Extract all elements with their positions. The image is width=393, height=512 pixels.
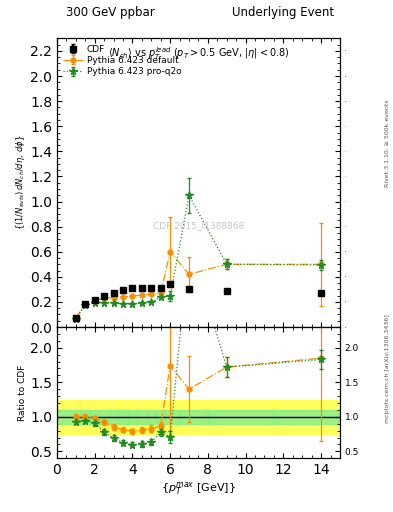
Bar <box>147 399 156 434</box>
Bar <box>165 410 180 424</box>
Bar <box>137 399 147 434</box>
Bar <box>81 399 90 434</box>
Text: CDF 2015_I1388868: CDF 2015_I1388868 <box>153 222 244 230</box>
Bar <box>156 399 165 434</box>
Y-axis label: Ratio to CDF: Ratio to CDF <box>18 365 28 421</box>
Text: Underlying Event: Underlying Event <box>232 7 334 19</box>
Bar <box>137 410 147 424</box>
Bar <box>118 410 128 424</box>
Bar <box>57 399 81 434</box>
Bar <box>208 399 274 434</box>
Text: mcplots.cern.ch [arXiv:1306.3436]: mcplots.cern.ch [arXiv:1306.3436] <box>385 314 390 423</box>
Bar <box>208 410 274 424</box>
Text: Rivet 3.1.10, ≥ 500k events: Rivet 3.1.10, ≥ 500k events <box>385 99 390 187</box>
Bar <box>109 399 118 434</box>
Text: $\langle N_{ch}\rangle$ vs $p_T^{lead}$ ($p_T > 0.5$ GeV, $|\eta| < 0.8$): $\langle N_{ch}\rangle$ vs $p_T^{lead}$ … <box>108 46 289 62</box>
Bar <box>109 410 118 424</box>
Y-axis label: $\{(1/N_{evts})\,dN_{ch}/d\eta,\,d\phi\}$: $\{(1/N_{evts})\,dN_{ch}/d\eta,\,d\phi\}… <box>14 135 27 230</box>
X-axis label: $\{p_T^{max}$ [GeV]$\}$: $\{p_T^{max}$ [GeV]$\}$ <box>161 480 236 497</box>
Bar <box>156 410 165 424</box>
Bar <box>165 399 180 434</box>
Bar <box>99 410 109 424</box>
Bar <box>274 410 340 424</box>
Bar <box>128 410 137 424</box>
Bar <box>147 410 156 424</box>
Bar <box>90 399 99 434</box>
Bar <box>81 410 90 424</box>
Bar <box>180 399 208 434</box>
Bar <box>128 399 137 434</box>
Bar <box>99 399 109 434</box>
Bar <box>118 399 128 434</box>
Bar <box>180 410 208 424</box>
Bar <box>57 410 81 424</box>
Legend: CDF, Pythia 6.423 default, Pythia 6.423 pro-q2o: CDF, Pythia 6.423 default, Pythia 6.423 … <box>61 43 183 78</box>
Bar <box>90 410 99 424</box>
Text: 300 GeV ppbar: 300 GeV ppbar <box>66 7 154 19</box>
Bar <box>274 399 340 434</box>
